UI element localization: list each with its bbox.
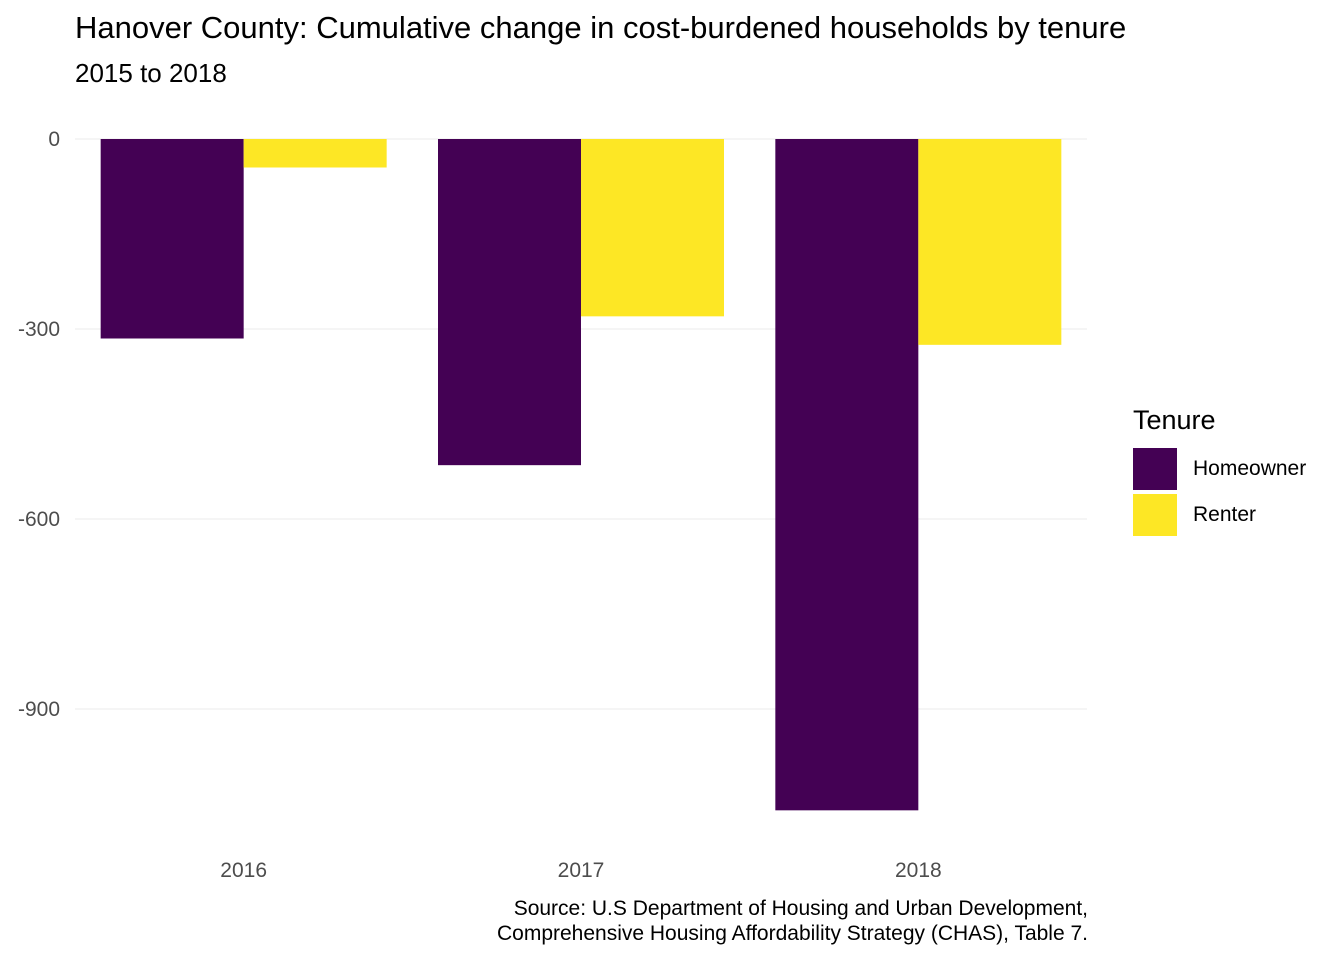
legend-label-homeowner: Homeowner bbox=[1193, 457, 1307, 480]
legend-swatch-homeowner bbox=[1133, 448, 1177, 490]
legend-label-renter: Renter bbox=[1193, 503, 1257, 526]
chart-title: Hanover County: Cumulative change in cos… bbox=[75, 10, 1127, 45]
bar-homeowner-2016 bbox=[100, 139, 244, 339]
y-tick-label: 0 bbox=[48, 128, 60, 151]
y-tick-label: -300 bbox=[18, 318, 60, 341]
source-caption: Source: U.S Department of Housing and Ur… bbox=[497, 896, 1088, 946]
x-axis: 2016 2017 2018 bbox=[220, 859, 941, 882]
legend-swatch-renter bbox=[1133, 494, 1177, 536]
bar-renter-2016 bbox=[243, 139, 387, 168]
y-axis: 0 -300 -600 -900 bbox=[18, 128, 60, 721]
bar-layer bbox=[100, 139, 1062, 811]
bar-homeowner-2018 bbox=[775, 139, 919, 811]
x-tick-label: 2017 bbox=[558, 859, 605, 882]
chart-subtitle: 2015 to 2018 bbox=[75, 58, 227, 88]
legend-item-renter: Renter bbox=[1133, 492, 1306, 538]
bar-homeowner-2017 bbox=[438, 139, 581, 466]
x-tick-label: 2016 bbox=[220, 859, 267, 882]
legend-title: Tenure bbox=[1133, 405, 1216, 435]
legend: Tenure Homeowner Renter bbox=[1133, 405, 1306, 538]
caption-line-2: Comprehensive Housing Affordability Stra… bbox=[496, 922, 1088, 945]
caption-line-1: Source: U.S Department of Housing and Ur… bbox=[513, 897, 1088, 920]
bar-renter-2017 bbox=[581, 139, 724, 317]
x-tick-label: 2018 bbox=[895, 859, 942, 882]
y-tick-label: -900 bbox=[18, 698, 60, 721]
bar-renter-2018 bbox=[918, 139, 1062, 345]
y-tick-label: -600 bbox=[18, 508, 60, 531]
legend-item-homeowner: Homeowner bbox=[1133, 446, 1306, 492]
